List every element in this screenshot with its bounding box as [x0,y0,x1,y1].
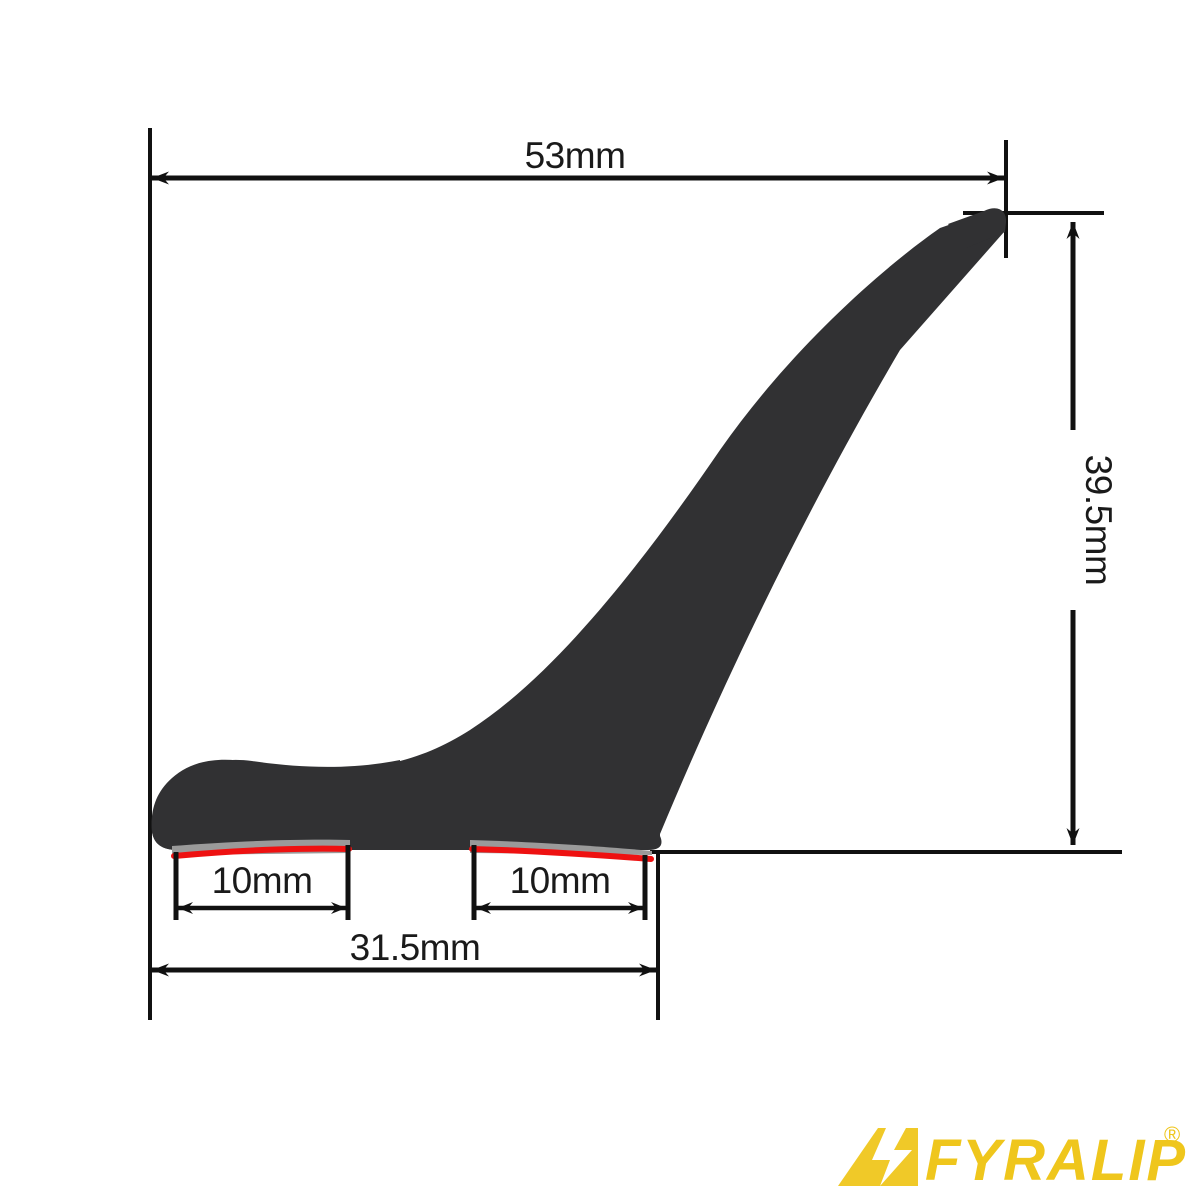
adhesive-line-right [469,846,654,862]
dimension-label-10mm-right: 10mm [510,860,611,901]
dimension-overall-width: 53mm [152,133,1004,185]
lip-body [151,209,1007,850]
adhesive-line-left [171,845,352,859]
brand-logo: FYRALIP ® [838,1122,1187,1193]
logo-bolt-cutout [872,1128,912,1186]
logo-wordmark: FYRALIP [925,1128,1187,1193]
triangle-bolt-mark-icon [838,1128,918,1186]
dimension-overall-height: 39.5mm [1054,222,1119,845]
dimension-tape-right: 10mm [471,845,648,920]
lip-left-tip [151,759,400,850]
dimension-label-10mm-left: 10mm [212,860,313,901]
dimension-tape-left: 10mm [173,845,351,920]
lip-profile-shape [151,208,1007,862]
dimension-label-31-5mm: 31.5mm [350,927,481,968]
label-backdrop-31-5mm [340,925,510,965]
lip-top-tip [948,208,1007,248]
dimension-label-39-5mm: 39.5mm [1078,455,1119,586]
label-backdrop-10mm-right [495,861,625,897]
label-backdrop-10mm-left [197,861,327,897]
label-backdrop-53mm [510,133,640,175]
label-backdrop-39-5mm [1054,430,1096,610]
dimension-base-width: 31.5mm [152,925,656,977]
dimension-label-53mm: 53mm [525,135,626,176]
logo-registered-icon: ® [1164,1122,1180,1147]
